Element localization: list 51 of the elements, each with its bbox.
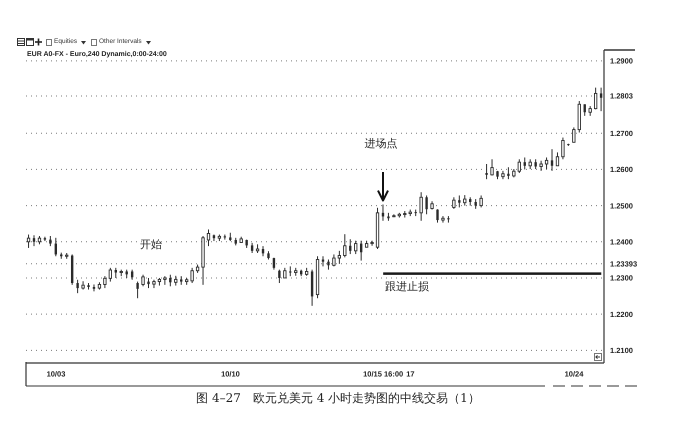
candlestick	[474, 198, 477, 210]
annotation: 进场点	[364, 137, 399, 150]
candlestick	[32, 234, 36, 247]
candlestick	[136, 281, 139, 299]
candlestick	[190, 267, 194, 284]
candlestick	[594, 87, 598, 110]
series-label: 跟进止损	[385, 280, 430, 293]
candlestick	[26, 234, 30, 248]
candlestick	[206, 228, 210, 247]
candlestick	[539, 160, 543, 172]
candlestick	[108, 267, 112, 282]
candlestick	[278, 269, 281, 284]
candlestick	[360, 240, 362, 262]
candlestick	[458, 194, 461, 208]
candlestick	[463, 194, 466, 206]
candlestick	[354, 240, 358, 255]
candlestick	[103, 276, 107, 289]
caption: 图 4–27 欧元兑美元 4 小时走势图的中线交易（1）	[195, 391, 481, 405]
candlestick	[141, 274, 145, 287]
candlestick	[507, 166, 510, 180]
annotation: 开始	[140, 238, 162, 251]
candlestick	[283, 267, 286, 278]
candlestick	[343, 234, 346, 258]
candlestick	[479, 194, 483, 208]
candlestick	[114, 267, 117, 278]
candlestick	[534, 158, 537, 170]
candlestick	[572, 126, 576, 144]
candlestick	[130, 269, 134, 280]
candlestick	[49, 235, 52, 247]
candlestick	[169, 274, 172, 287]
candlestick	[425, 194, 428, 215]
candlestick	[420, 192, 423, 222]
candlestick	[528, 158, 532, 170]
candlestick	[544, 156, 548, 170]
candlestick	[518, 158, 521, 174]
candlestick	[490, 158, 494, 176]
candlestick	[349, 238, 352, 255]
candlestick	[327, 259, 330, 270]
candlestick	[524, 156, 526, 170]
candlestick	[338, 250, 342, 264]
candlestick	[588, 106, 592, 116]
candlestick	[272, 257, 276, 270]
candlestick	[289, 266, 292, 277]
candlestick	[452, 196, 456, 210]
candlestick	[250, 242, 254, 254]
candlestick	[174, 275, 178, 286]
candlestick	[54, 237, 58, 257]
candlestick	[561, 137, 565, 160]
candlestick	[485, 163, 488, 180]
candlestick	[332, 254, 336, 267]
candlestick	[76, 279, 79, 294]
